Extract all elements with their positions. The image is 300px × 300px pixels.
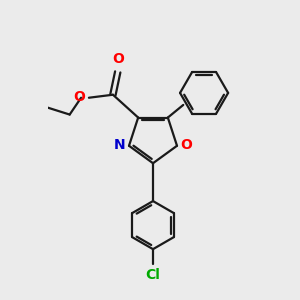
Text: N: N xyxy=(114,138,125,152)
Text: Cl: Cl xyxy=(146,268,160,282)
Text: O: O xyxy=(181,138,193,152)
Text: O: O xyxy=(112,52,124,66)
Text: O: O xyxy=(74,89,85,103)
